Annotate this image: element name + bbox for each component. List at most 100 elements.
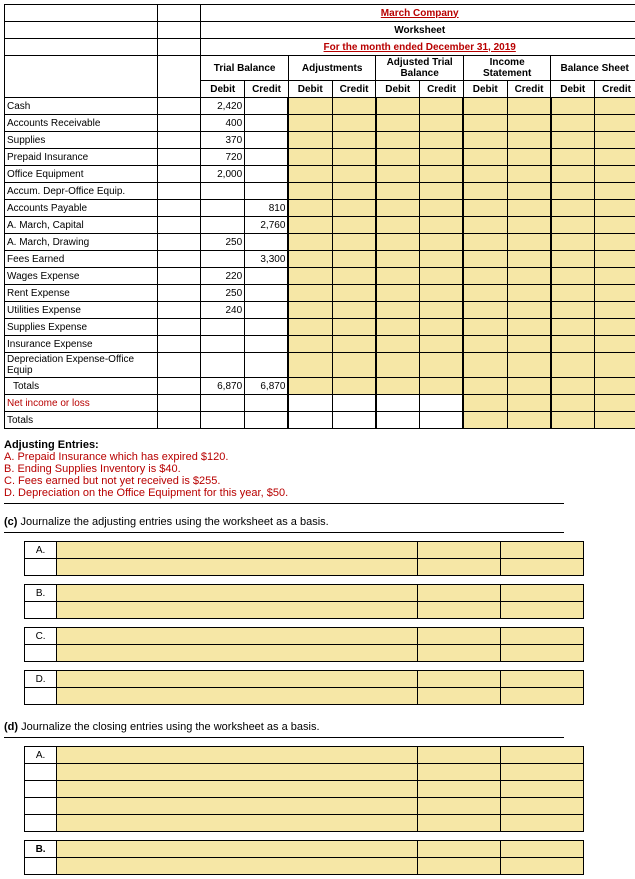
journal-amt2[interactable]	[500, 841, 583, 858]
journal-desc[interactable]	[57, 688, 417, 705]
adj-credit[interactable]	[332, 353, 376, 378]
journal-amt2[interactable]	[500, 559, 583, 576]
is-debit[interactable]	[463, 319, 507, 336]
bs-debit[interactable]	[551, 336, 595, 353]
bs-credit[interactable]	[595, 268, 635, 285]
bs-debit[interactable]	[551, 200, 595, 217]
adjtb-debit[interactable]	[376, 132, 420, 149]
journal-amt2[interactable]	[500, 628, 583, 645]
journal-desc[interactable]	[57, 815, 417, 832]
is-credit[interactable]	[507, 149, 551, 166]
adj-credit[interactable]	[332, 268, 376, 285]
is-credit[interactable]	[507, 319, 551, 336]
adj-credit[interactable]	[332, 302, 376, 319]
journal-amt1[interactable]	[417, 841, 500, 858]
bs-credit[interactable]	[595, 217, 635, 234]
adjtb-credit[interactable]	[420, 285, 464, 302]
journal-amt1[interactable]	[417, 602, 500, 619]
journal-amt1[interactable]	[417, 688, 500, 705]
journal-amt2[interactable]	[500, 815, 583, 832]
bs-credit[interactable]	[595, 200, 635, 217]
bs-debit[interactable]	[551, 183, 595, 200]
journal-amt1[interactable]	[417, 585, 500, 602]
adj-credit[interactable]	[332, 285, 376, 302]
adjtb-credit[interactable]	[420, 166, 464, 183]
adj-credit[interactable]	[332, 200, 376, 217]
is-debit[interactable]	[463, 285, 507, 302]
journal-desc[interactable]	[57, 542, 417, 559]
adjtb-debit[interactable]	[376, 183, 420, 200]
is-debit[interactable]	[463, 115, 507, 132]
adj-credit[interactable]	[332, 251, 376, 268]
adjtb-credit[interactable]	[420, 336, 464, 353]
journal-amt1[interactable]	[417, 798, 500, 815]
adjtb-debit[interactable]	[376, 217, 420, 234]
is-credit[interactable]	[507, 132, 551, 149]
is-credit[interactable]	[507, 200, 551, 217]
journal-amt2[interactable]	[500, 858, 583, 875]
adj-credit[interactable]	[332, 234, 376, 251]
adj-debit[interactable]	[288, 268, 332, 285]
adjtb-debit[interactable]	[376, 115, 420, 132]
is-debit[interactable]	[463, 336, 507, 353]
is-debit[interactable]	[463, 353, 507, 378]
adjtb-credit[interactable]	[420, 217, 464, 234]
is-debit[interactable]	[463, 268, 507, 285]
bs-credit[interactable]	[595, 285, 635, 302]
adj-credit[interactable]	[332, 166, 376, 183]
is-credit[interactable]	[507, 302, 551, 319]
adjtb-debit[interactable]	[376, 251, 420, 268]
bs-debit[interactable]	[551, 353, 595, 378]
is-debit[interactable]	[463, 149, 507, 166]
journal-amt2[interactable]	[500, 688, 583, 705]
journal-desc[interactable]	[57, 841, 417, 858]
journal-amt1[interactable]	[417, 764, 500, 781]
journal-amt1[interactable]	[417, 747, 500, 764]
bs-credit[interactable]	[595, 166, 635, 183]
is-credit[interactable]	[507, 115, 551, 132]
adj-debit[interactable]	[288, 251, 332, 268]
bs-debit[interactable]	[551, 98, 595, 115]
adjtb-debit[interactable]	[376, 200, 420, 217]
bs-debit[interactable]	[551, 166, 595, 183]
journal-desc[interactable]	[57, 858, 417, 875]
journal-desc[interactable]	[57, 645, 417, 662]
adjtb-debit[interactable]	[376, 98, 420, 115]
bs-credit[interactable]	[595, 353, 635, 378]
journal-amt1[interactable]	[417, 645, 500, 662]
bs-debit[interactable]	[551, 268, 595, 285]
is-credit[interactable]	[507, 336, 551, 353]
bs-credit[interactable]	[595, 115, 635, 132]
is-debit[interactable]	[463, 132, 507, 149]
adjtb-credit[interactable]	[420, 149, 464, 166]
bs-debit[interactable]	[551, 217, 595, 234]
adjtb-credit[interactable]	[420, 268, 464, 285]
journal-desc[interactable]	[57, 764, 417, 781]
journal-desc[interactable]	[57, 628, 417, 645]
journal-desc[interactable]	[57, 781, 417, 798]
is-debit[interactable]	[463, 166, 507, 183]
adjtb-credit[interactable]	[420, 251, 464, 268]
adj-credit[interactable]	[332, 115, 376, 132]
journal-amt2[interactable]	[500, 671, 583, 688]
bs-debit[interactable]	[551, 234, 595, 251]
adj-debit[interactable]	[288, 200, 332, 217]
bs-debit[interactable]	[551, 302, 595, 319]
bs-credit[interactable]	[595, 132, 635, 149]
adj-credit[interactable]	[332, 132, 376, 149]
is-debit[interactable]	[463, 234, 507, 251]
journal-amt2[interactable]	[500, 747, 583, 764]
is-debit[interactable]	[463, 251, 507, 268]
bs-credit[interactable]	[595, 98, 635, 115]
is-credit[interactable]	[507, 98, 551, 115]
adjtb-credit[interactable]	[420, 302, 464, 319]
journal-amt2[interactable]	[500, 645, 583, 662]
journal-amt1[interactable]	[417, 815, 500, 832]
adjtb-credit[interactable]	[420, 234, 464, 251]
adj-debit[interactable]	[288, 98, 332, 115]
is-credit[interactable]	[507, 285, 551, 302]
adjtb-credit[interactable]	[420, 183, 464, 200]
adjtb-debit[interactable]	[376, 336, 420, 353]
journal-amt2[interactable]	[500, 764, 583, 781]
journal-amt1[interactable]	[417, 559, 500, 576]
